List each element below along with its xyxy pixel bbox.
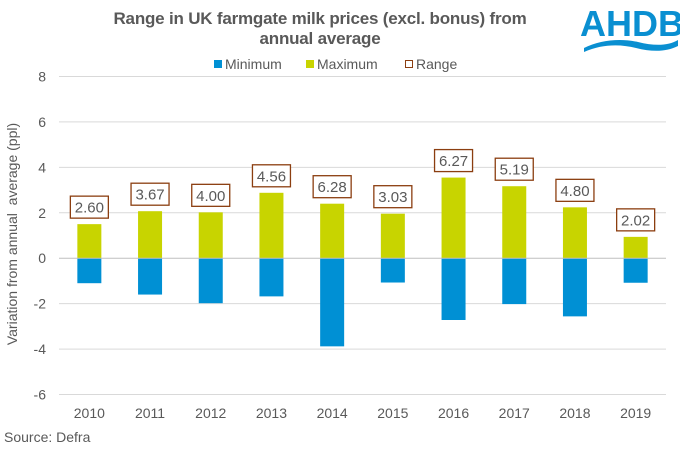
range-data-label: 2.02 xyxy=(621,212,650,229)
ahdb-logo: AHDB xyxy=(580,3,680,52)
range-data-label: 3.67 xyxy=(135,187,164,204)
y-tick-label: 0 xyxy=(38,250,46,266)
y-tick-label: -6 xyxy=(34,387,47,403)
range-label-box xyxy=(191,183,231,207)
bar-maximum xyxy=(441,177,466,259)
y-tick-label: -4 xyxy=(34,341,47,357)
x-tick-label: 2014 xyxy=(317,405,348,421)
bar-minimum xyxy=(623,258,648,283)
legend-label-minimum: Minimum xyxy=(225,56,282,72)
range-label-box xyxy=(130,182,170,206)
bar-minimum xyxy=(380,258,405,283)
chart-title-line-2: annual average xyxy=(259,29,381,48)
bar-maximum xyxy=(77,224,102,259)
range-data-label: 4.00 xyxy=(196,188,225,205)
x-tick-label: 2019 xyxy=(620,405,651,421)
bar-maximum xyxy=(623,236,648,259)
x-tick-label: 2010 xyxy=(74,405,105,421)
y-tick-label: 2 xyxy=(38,205,46,221)
y-tick-label: 4 xyxy=(38,159,46,175)
range-label-box xyxy=(555,178,595,202)
bar-maximum xyxy=(320,203,345,259)
range-data-label: 4.56 xyxy=(257,168,286,185)
bar-minimum xyxy=(138,258,163,295)
x-tick-label: 2013 xyxy=(256,405,287,421)
legend-label-range: Range xyxy=(416,56,458,72)
y-tick-label: 8 xyxy=(38,69,46,85)
range-data-label: 3.03 xyxy=(378,189,407,206)
range-label-box xyxy=(312,175,352,199)
x-tick-label: 2018 xyxy=(559,405,590,421)
bar-maximum xyxy=(380,213,405,259)
y-tick-label: -2 xyxy=(34,296,47,312)
wave-icon xyxy=(584,40,678,52)
bar-maximum xyxy=(562,207,587,259)
ahdb-logo-text: AHDB xyxy=(580,3,680,44)
source-note: Source: Defra xyxy=(4,429,91,445)
legend-item-minimum: Minimum xyxy=(214,56,282,72)
legend-label-maximum: Maximum xyxy=(317,56,378,72)
range-data-label: 6.28 xyxy=(318,179,347,196)
bar-minimum xyxy=(562,258,587,317)
bar-minimum xyxy=(502,258,527,305)
legend-swatch-minimum xyxy=(214,60,222,68)
range-label-box xyxy=(251,164,292,188)
x-tick-label: 2017 xyxy=(499,405,530,421)
range-label-box xyxy=(616,208,656,232)
x-tick-label: 2016 xyxy=(438,405,469,421)
legend: Minimum Maximum Range xyxy=(0,56,684,74)
legend-swatch-range xyxy=(405,60,413,68)
range-data-label: 2.60 xyxy=(75,200,104,217)
range-data-label: 4.80 xyxy=(560,183,589,200)
bar-minimum xyxy=(77,258,102,284)
bar-maximum xyxy=(259,192,284,259)
bars xyxy=(77,177,648,347)
bar-minimum xyxy=(198,258,223,304)
bar-maximum xyxy=(502,186,527,259)
range-label-box xyxy=(373,185,413,209)
range-label-box xyxy=(494,157,534,181)
range-labels: 2.60 3.67 4.00 4.56 6.28 3.03 6.27 5.19 4.80 2.02 xyxy=(69,148,656,232)
bar-minimum xyxy=(259,258,284,297)
bar-maximum xyxy=(198,212,223,259)
y-tick-label: 6 xyxy=(38,114,46,130)
x-tick-label: 2012 xyxy=(195,405,226,421)
range-data-label: 5.19 xyxy=(500,162,529,179)
gridlines xyxy=(59,76,666,395)
range-label-box xyxy=(433,148,474,173)
chart-title-line-1: Range in UK farmgate milk prices (excl. … xyxy=(113,9,527,28)
bar-minimum xyxy=(320,258,345,347)
y-axis-ticks: 8 6 4 2 0 -2 -4 -6 xyxy=(34,69,47,403)
x-tick-label: 2015 xyxy=(377,405,408,421)
bar-minimum xyxy=(441,258,466,320)
bar-maximum xyxy=(138,211,163,259)
range-label-box xyxy=(69,195,109,219)
range-data-label: 6.27 xyxy=(439,153,468,170)
x-tick-label: 2011 xyxy=(135,405,165,421)
x-axis-ticks: 2010 2011 2012 2013 2014 2015 2016 2017 2018 2019 xyxy=(74,405,652,421)
legend-swatch-maximum xyxy=(306,60,314,68)
legend-item-range: Range xyxy=(405,56,457,72)
legend-item-maximum: Maximum xyxy=(306,56,378,72)
